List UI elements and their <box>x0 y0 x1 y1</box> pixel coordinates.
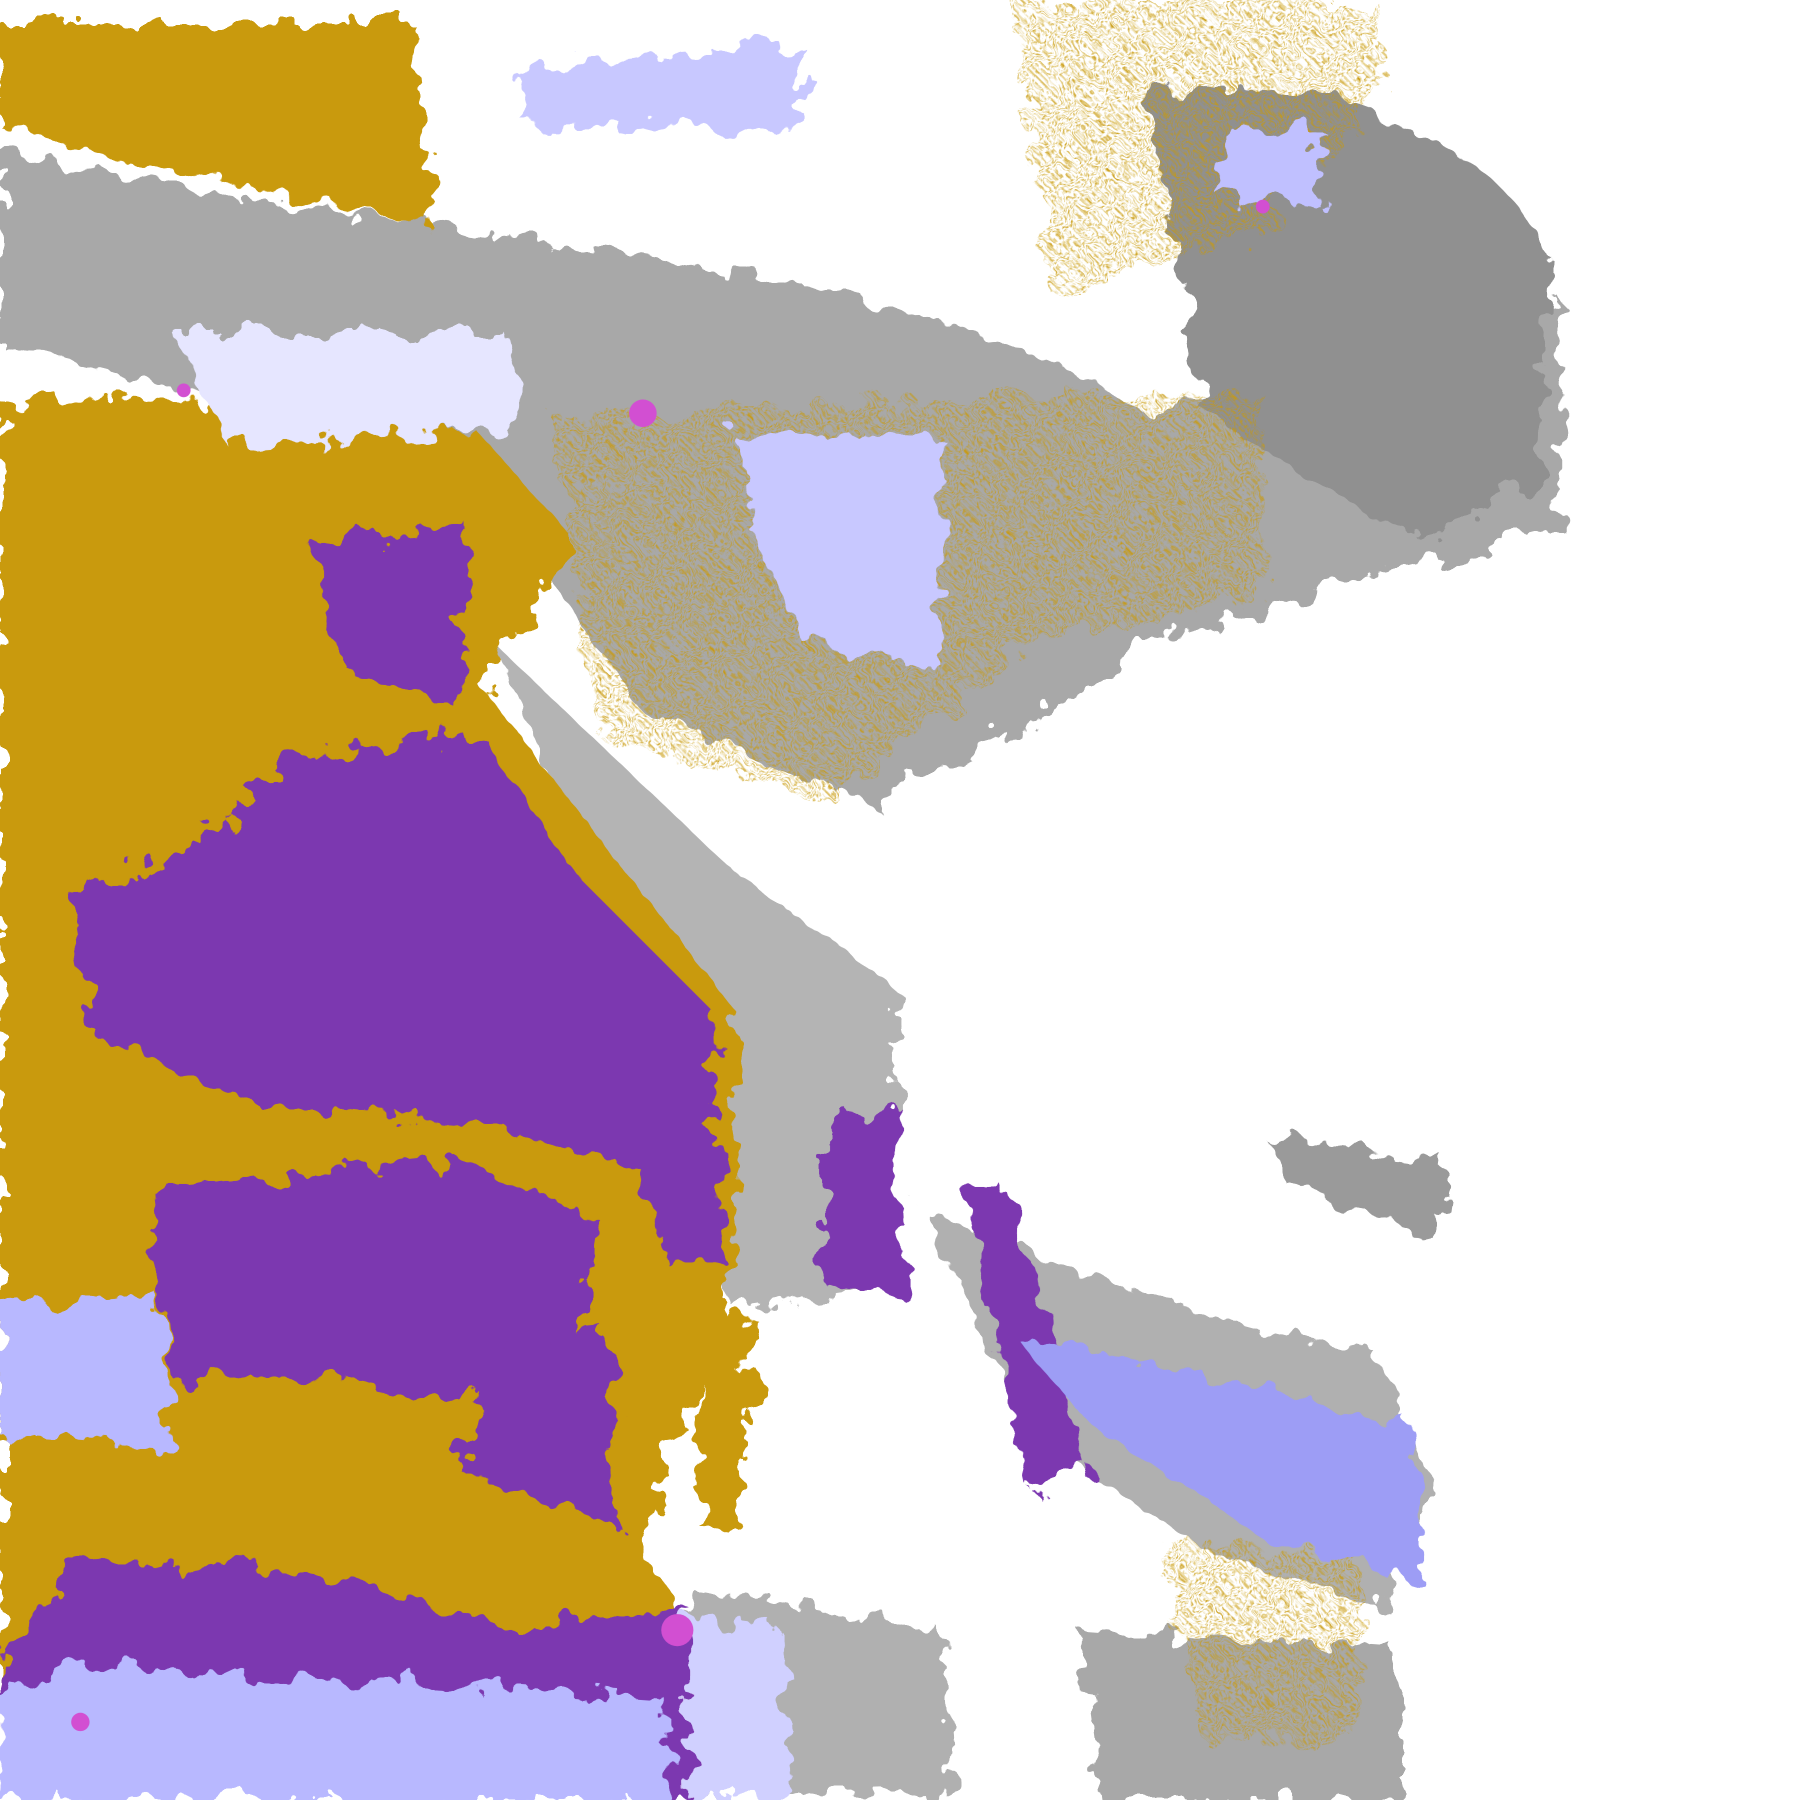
lavender-cloud-layer <box>0 45 1424 1800</box>
magenta-speckle-layer <box>71 199 1270 1732</box>
